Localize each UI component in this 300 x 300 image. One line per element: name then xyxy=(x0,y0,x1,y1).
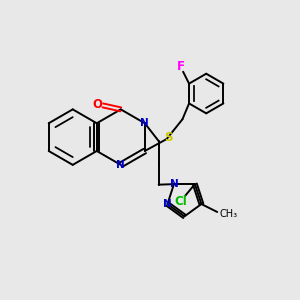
Text: N: N xyxy=(140,118,149,128)
Text: O: O xyxy=(92,98,102,111)
Text: Cl: Cl xyxy=(175,196,188,208)
Text: N: N xyxy=(163,199,172,209)
Text: CH₃: CH₃ xyxy=(219,209,237,219)
Text: F: F xyxy=(177,60,185,73)
Text: S: S xyxy=(164,130,173,144)
Text: N: N xyxy=(169,179,178,189)
Text: N: N xyxy=(116,160,125,170)
